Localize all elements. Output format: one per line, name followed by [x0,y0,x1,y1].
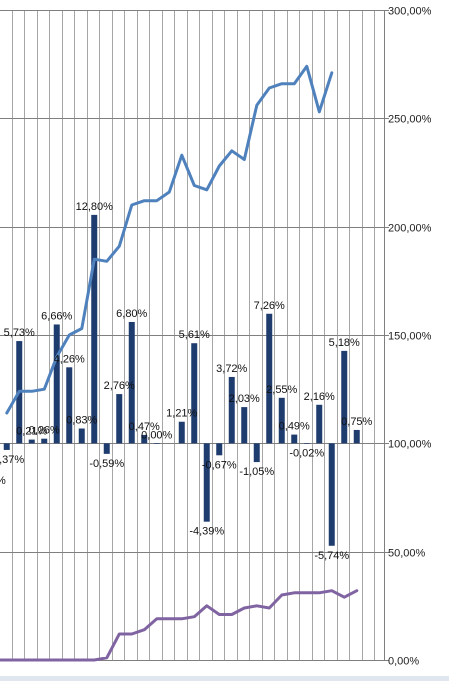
y-tick-label: 300,00% [388,6,432,18]
bar [141,434,148,444]
y-tick-label: 50,00% [388,548,426,560]
data-label: 5,73% [4,327,35,339]
data-label: -4,39% [189,526,224,538]
bar [41,438,48,444]
bar [253,443,260,463]
bar [153,443,160,444]
data-label: 0,47% [129,421,160,433]
bar [91,214,98,444]
bar [128,321,135,444]
bar [228,376,235,444]
bar [328,443,335,546]
y-axis-ticks: 0,00% 50,00% 100,00% 150,00% 200,00% 250,00% 3… [388,6,432,668]
data-label: 2,76% [104,380,135,392]
bar [316,404,323,444]
data-label: -1,05% [239,466,274,478]
data-label: 0,49% [279,421,310,433]
bar [341,350,348,444]
bar [191,343,198,444]
data-label: 2,03% [229,393,260,405]
data-label: 6,80% [116,308,147,320]
data-label: 5,18% [329,337,360,349]
bar [103,443,110,454]
y-tick-label: 0,00% [388,656,419,668]
line-series [0,64,359,662]
data-label: 2,55% [266,384,297,396]
data-label: -0,67% [202,459,237,471]
data-label: -0,59% [89,458,124,470]
data-labels: -0,37% 5,73% 0,21%0,26% 6,66% 4,26% 0,83% 12,8… [0,201,373,562]
bar [203,443,210,522]
data-label: -0,02% [289,448,324,460]
bar [241,407,248,444]
data-label: 1,21% [166,408,197,420]
bar [178,421,185,444]
data-label: 12,80% [76,201,114,213]
data-label: 4,26% [54,353,85,365]
data-label: -0,37% [0,454,24,466]
bar [66,367,73,444]
bar [116,394,123,444]
bar [3,443,10,450]
data-label: 7,26% [254,300,285,312]
data-label: 0,21% [16,426,47,438]
bar [28,439,35,444]
y-tick-label: 150,00% [388,331,432,343]
cumulative-line-purple [0,589,359,662]
bar [53,324,60,444]
horizontal-gridlines [0,10,389,661]
y-tick-label: 100,00% [388,439,432,451]
data-label: 6,66% [41,310,72,322]
bar-series [3,214,360,546]
horizontal-scrollbar[interactable] [0,676,449,681]
cumulative-line-blue [5,64,334,415]
data-label-clipped: % [0,475,6,487]
data-label: 0,83% [66,415,97,427]
bar [216,443,223,456]
bar [278,397,285,444]
bar [78,428,85,444]
data-label: -5,74% [314,550,349,562]
y-tick-label: 250,00% [388,114,432,126]
y-tick-label: 200,00% [388,223,432,235]
bar [266,313,273,444]
data-label: 5,61% [179,329,210,341]
data-label: 2,16% [304,391,335,403]
bar [353,429,360,444]
bar [303,443,310,444]
data-label: 0,75% [341,416,372,428]
data-label: 3,72% [216,363,247,375]
bar [291,434,298,444]
data-label: 0,00% [141,429,172,441]
data-label: 0,26% [29,425,60,437]
